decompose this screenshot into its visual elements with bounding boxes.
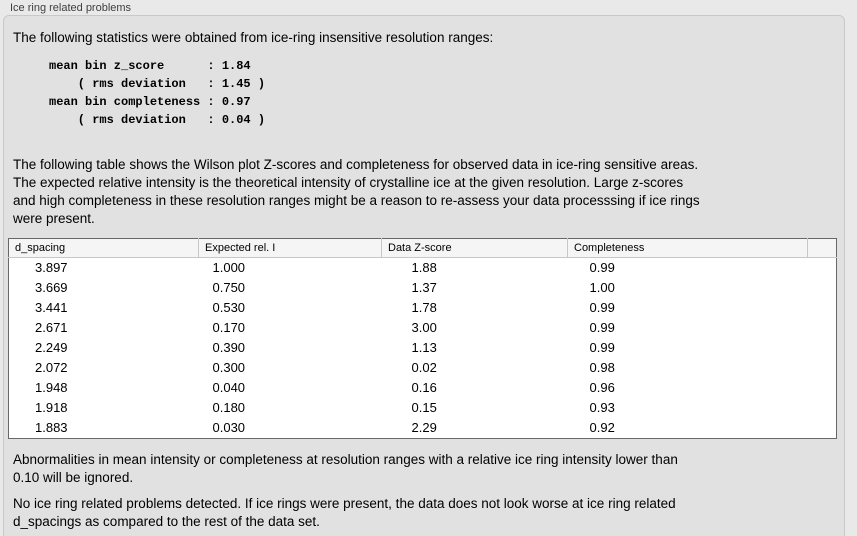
table-cell: 0.530 (212, 300, 246, 315)
table-cell: 3.669 (35, 280, 68, 295)
table-cell: 0.16 (411, 380, 437, 395)
table-cell: 1.883 (35, 420, 68, 435)
table-cell: 0.99 (589, 260, 615, 275)
table-cell: 1.88 (411, 260, 437, 275)
table-cell: 2.29 (411, 420, 437, 435)
table-row[interactable]: 3.897 1.000 1.88 0.99 (9, 258, 837, 279)
table-cell: 2.249 (35, 340, 68, 355)
table-cell: 0.390 (212, 340, 246, 355)
table-row[interactable]: 1.883 0.030 2.29 0.92 (9, 418, 837, 439)
table-cell: 0.99 (589, 320, 615, 335)
table-cell: 2.072 (35, 360, 68, 375)
column-header-data-z-score[interactable]: Data Z-score (381, 238, 568, 258)
table-cell-filler (808, 378, 837, 398)
table-header-row: d_spacing Expected rel. I Data Z-score C… (8, 238, 837, 258)
table-cell: 3.441 (35, 300, 68, 315)
ice-ring-table[interactable]: d_spacing Expected rel. I Data Z-score C… (8, 238, 837, 439)
ice-ring-panel: The following statistics were obtained f… (3, 15, 845, 536)
table-cell: 2.671 (35, 320, 68, 335)
table-cell-filler (808, 338, 837, 358)
table-cell: 1.37 (411, 280, 437, 295)
table-cell-filler (808, 358, 837, 378)
panel-title: Ice ring related problems (10, 2, 132, 14)
table-cell: 0.93 (589, 400, 615, 415)
stats-block: mean bin z_score : 1.84 ( rms deviation … (49, 59, 266, 127)
table-cell-filler (808, 318, 837, 338)
table-intro-text: The following table shows the Wilson plo… (13, 157, 700, 226)
column-header-filler (807, 238, 837, 258)
table-cell: 0.98 (589, 360, 615, 375)
table-cell: 1.00 (589, 280, 615, 295)
table-row[interactable]: 1.948 0.040 0.16 0.96 (9, 378, 837, 398)
conclusion-text: No ice ring related problems detected. I… (13, 496, 676, 529)
table-cell: 3.897 (35, 260, 68, 275)
table-cell: 0.02 (411, 360, 437, 375)
table-cell: 1.13 (411, 340, 437, 355)
table-cell: 0.99 (589, 300, 615, 315)
table-cell: 1.78 (411, 300, 437, 315)
ice-ring-table-container[interactable]: d_spacing Expected rel. I Data Z-score C… (8, 238, 837, 439)
column-header-completeness[interactable]: Completeness (567, 238, 808, 258)
column-header-expected-rel-i[interactable]: Expected rel. I (198, 238, 382, 258)
column-header-d-spacing[interactable]: d_spacing (8, 238, 199, 258)
ignore-threshold-note-text: Abnormalities in mean intensity or compl… (13, 452, 678, 485)
table-cell-filler (808, 298, 837, 318)
table-cell-filler (808, 258, 837, 279)
table-row[interactable]: 3.669 0.750 1.37 1.00 (9, 278, 837, 298)
table-cell: 0.030 (212, 420, 246, 435)
table-cell: 0.040 (212, 380, 246, 395)
table-row[interactable]: 2.249 0.390 1.13 0.99 (9, 338, 837, 358)
table-cell: 0.180 (212, 400, 246, 415)
table-cell: 3.00 (411, 320, 437, 335)
table-cell: 0.99 (589, 340, 615, 355)
table-cell-filler (808, 418, 837, 439)
table-cell: 0.170 (212, 320, 246, 335)
table-row[interactable]: 3.441 0.530 1.78 0.99 (9, 298, 837, 318)
table-row[interactable]: 1.918 0.180 0.15 0.93 (9, 398, 837, 418)
table-cell: 0.92 (589, 420, 615, 435)
table-cell: 0.300 (212, 360, 246, 375)
table-cell: 0.750 (212, 280, 246, 295)
table-cell: 0.15 (411, 400, 437, 415)
table-cell-filler (808, 398, 837, 418)
table-cell: 1.918 (35, 400, 68, 415)
table-row[interactable]: 2.072 0.300 0.02 0.98 (9, 358, 837, 378)
table-cell: 1.948 (35, 380, 68, 395)
table-cell-filler (808, 278, 837, 298)
table-row[interactable]: 2.671 0.170 3.00 0.99 (9, 318, 837, 338)
table-cell: 0.96 (589, 380, 615, 395)
stats-intro-text: The following statistics were obtained f… (13, 30, 494, 45)
table-cell: 1.000 (212, 260, 246, 275)
